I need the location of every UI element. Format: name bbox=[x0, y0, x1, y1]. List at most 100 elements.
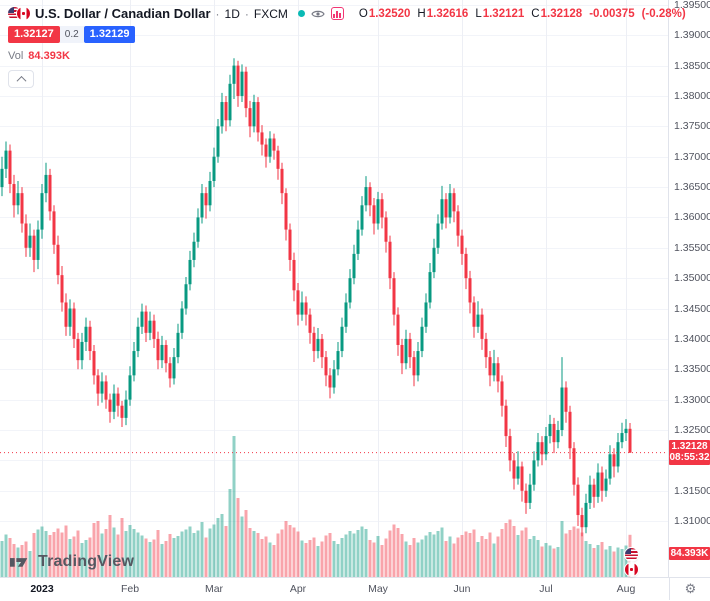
candle-body bbox=[128, 375, 132, 400]
time-axis[interactable]: 2023 Feb Mar Apr May Jun Jul Aug bbox=[0, 577, 710, 601]
candle-body bbox=[220, 102, 224, 127]
eye-icon[interactable] bbox=[311, 9, 325, 19]
volume-bar bbox=[584, 541, 588, 577]
market-status-icon bbox=[297, 10, 305, 17]
price-axis-label: 1.33500 bbox=[674, 363, 710, 376]
collapse-pane-button[interactable] bbox=[8, 70, 34, 88]
sell-button[interactable]: 1.32127 bbox=[8, 26, 60, 43]
candle-body bbox=[384, 217, 388, 242]
chart-style-icon[interactable] bbox=[330, 7, 344, 20]
volume-bar bbox=[28, 551, 32, 577]
candle-body bbox=[376, 199, 380, 224]
candle-body bbox=[36, 229, 40, 260]
timeframe-label[interactable]: 1D bbox=[224, 6, 240, 21]
volume-bar bbox=[268, 542, 272, 577]
buy-button[interactable]: 1.32129 bbox=[83, 26, 136, 43]
chevron-up-icon bbox=[16, 75, 26, 86]
volume-bar bbox=[224, 526, 228, 577]
volume-bar bbox=[624, 545, 628, 577]
candle-body bbox=[252, 102, 256, 127]
candle-body bbox=[28, 235, 32, 248]
volume-bar bbox=[380, 545, 384, 577]
candle-body bbox=[172, 357, 176, 379]
candle-body bbox=[328, 375, 332, 388]
candlestick-chart[interactable] bbox=[0, 0, 668, 577]
candle-body bbox=[404, 338, 408, 364]
symbol-title[interactable]: U.S. Dollar / Canadian Dollar bbox=[35, 6, 211, 21]
candle-body bbox=[416, 351, 420, 376]
volume-bar bbox=[264, 536, 268, 577]
volume-bar bbox=[588, 544, 592, 577]
candle-body bbox=[216, 126, 220, 157]
volume-bar bbox=[444, 541, 448, 577]
candle-body bbox=[120, 405, 124, 418]
volume-bar bbox=[84, 540, 88, 577]
volume-bar bbox=[616, 547, 620, 577]
candle-body bbox=[236, 65, 240, 96]
volume-bar bbox=[228, 489, 232, 577]
volume-bar bbox=[456, 537, 460, 577]
candle-body bbox=[336, 351, 340, 370]
tradingview-logo[interactable]: TradingView bbox=[10, 553, 134, 571]
candle-body bbox=[616, 442, 620, 467]
candle-body bbox=[560, 387, 564, 431]
price-axis-label: 1.34500 bbox=[674, 302, 710, 315]
volume-bar bbox=[496, 536, 500, 577]
canada-event-flag-icon[interactable] bbox=[625, 563, 638, 576]
volume-bar bbox=[40, 526, 44, 577]
volume-bar bbox=[448, 536, 452, 577]
volume-bar bbox=[460, 535, 464, 577]
volume-bar bbox=[368, 540, 372, 577]
time-axis-label: 2023 bbox=[30, 583, 54, 595]
volume-bar bbox=[532, 536, 536, 577]
volume-bar bbox=[164, 541, 168, 577]
candle-body bbox=[224, 102, 228, 121]
volume-label[interactable]: Vol bbox=[8, 50, 24, 62]
volume-bar bbox=[112, 527, 116, 577]
candle-body bbox=[248, 108, 252, 127]
candle-body bbox=[568, 411, 572, 449]
volume-bar bbox=[540, 546, 544, 577]
time-axis-label: Aug bbox=[616, 583, 636, 595]
candle-body bbox=[392, 278, 396, 315]
candle-body bbox=[524, 490, 528, 503]
price-axis[interactable]: 1.32128 08:55:32 84.393K 1.39500 1.39000 1… bbox=[668, 0, 710, 577]
candle-body bbox=[72, 308, 76, 339]
volume-bar bbox=[0, 541, 4, 577]
price-axis-label: 1.36500 bbox=[674, 181, 710, 194]
settings-gear-icon[interactable]: ⚙ bbox=[669, 578, 710, 600]
volume-bar bbox=[152, 539, 156, 577]
price-axis-label: 1.31000 bbox=[674, 515, 710, 528]
price-axis-label: 1.35500 bbox=[674, 241, 710, 254]
volume-bar bbox=[300, 540, 304, 577]
us-event-flag-icon[interactable] bbox=[625, 548, 638, 561]
volume-bar bbox=[484, 539, 488, 577]
volume-bar bbox=[80, 543, 84, 577]
time-axis-label: Jul bbox=[539, 583, 553, 595]
candle-body bbox=[300, 302, 304, 315]
candle-body bbox=[100, 381, 104, 394]
candle-body bbox=[556, 430, 560, 443]
volume-bar bbox=[232, 436, 236, 577]
chart-pane[interactable] bbox=[0, 0, 668, 577]
volume-bar bbox=[144, 538, 148, 577]
candle-body bbox=[64, 302, 68, 327]
candle-body bbox=[160, 344, 164, 361]
volume-bar bbox=[576, 528, 580, 577]
candle-body bbox=[544, 436, 548, 455]
exchange-label[interactable]: FXCM bbox=[253, 6, 288, 21]
candle-body bbox=[92, 351, 96, 376]
volume-bar bbox=[36, 529, 40, 577]
candle-body bbox=[340, 326, 344, 352]
volume-bar bbox=[332, 541, 336, 577]
volume-bar bbox=[64, 525, 68, 577]
candle-body bbox=[24, 223, 28, 248]
volume-bar bbox=[608, 546, 612, 577]
candle-body bbox=[228, 83, 232, 121]
candle-body bbox=[200, 193, 204, 218]
candle-body bbox=[56, 244, 60, 276]
candle-body bbox=[276, 150, 280, 169]
volume-bar bbox=[180, 531, 184, 577]
candle-body bbox=[348, 278, 352, 303]
volume-bar bbox=[240, 516, 244, 577]
